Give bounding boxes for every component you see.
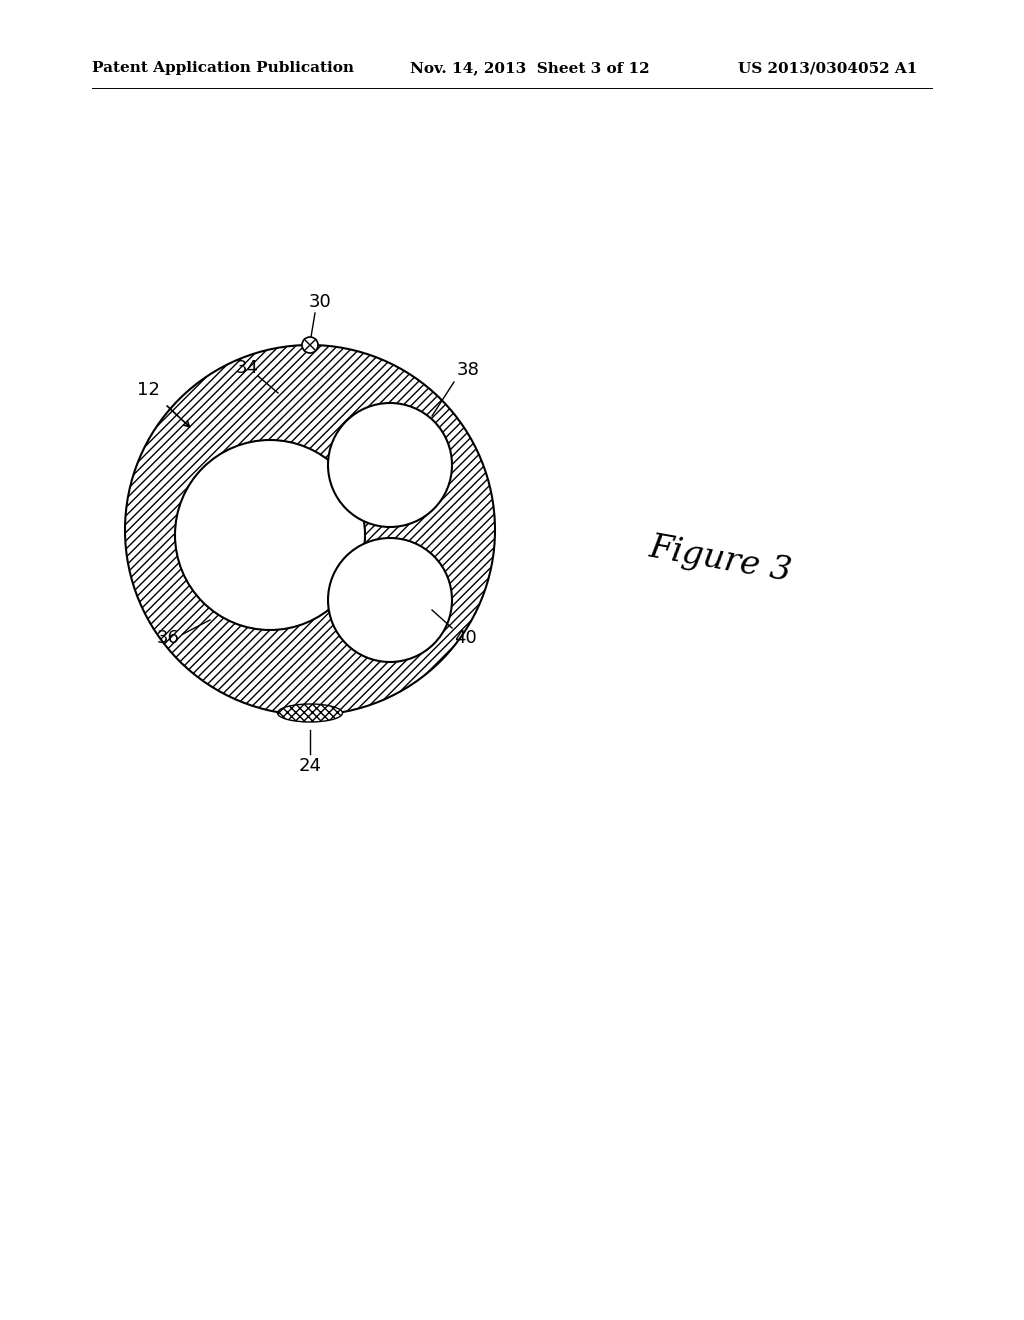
Text: 24: 24 — [299, 756, 322, 775]
Text: 36: 36 — [157, 630, 179, 647]
Circle shape — [175, 440, 365, 630]
Text: US 2013/0304052 A1: US 2013/0304052 A1 — [738, 61, 918, 75]
Text: 34: 34 — [236, 359, 258, 378]
Text: 30: 30 — [308, 293, 332, 312]
Text: 38: 38 — [457, 360, 479, 379]
Text: 40: 40 — [454, 630, 476, 647]
Circle shape — [302, 337, 318, 352]
Circle shape — [125, 345, 495, 715]
Ellipse shape — [278, 704, 342, 722]
Circle shape — [328, 539, 452, 663]
Text: 12: 12 — [136, 381, 160, 399]
Text: Figure 3: Figure 3 — [646, 532, 794, 589]
Text: Patent Application Publication: Patent Application Publication — [92, 61, 354, 75]
Circle shape — [328, 403, 452, 527]
Text: Nov. 14, 2013  Sheet 3 of 12: Nov. 14, 2013 Sheet 3 of 12 — [410, 61, 649, 75]
